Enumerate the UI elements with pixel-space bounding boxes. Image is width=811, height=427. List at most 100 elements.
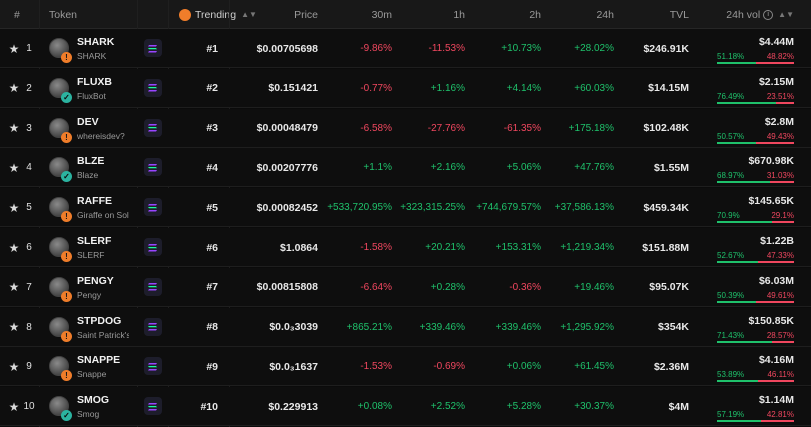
tvl: $459.34K (643, 201, 689, 214)
star-icon[interactable]: ★ (8, 359, 20, 374)
price: $0.00048479 (256, 122, 318, 135)
tvl: $1.55M (653, 161, 689, 174)
rank: 9 (26, 361, 32, 373)
header-30m[interactable]: 30m (371, 8, 392, 21)
buy-percent: 50.57% (717, 131, 745, 141)
token-symbol[interactable]: SNAPPE (77, 354, 121, 367)
change-m30: +865.21% (346, 321, 392, 333)
token-symbol[interactable]: DEV (77, 115, 99, 128)
star-icon[interactable]: ★ (8, 280, 20, 295)
solana-icon (144, 158, 162, 177)
header-tvl[interactable]: TVL (669, 8, 689, 21)
change-m30: +1.1% (363, 162, 392, 174)
solana-icon (144, 317, 162, 336)
volume-value: $150.85K (748, 314, 794, 327)
change-m30: -9.86% (360, 43, 392, 54)
sell-percent: 46.11% (767, 370, 794, 380)
warning-icon: ! (61, 211, 72, 223)
change-h24: +175.18% (568, 122, 614, 134)
rank: 8 (26, 321, 32, 333)
table-row[interactable]: ★ 10 ✓ SMOG Smog #10 $0.229913 +0.08% +2.52% +5.… (0, 387, 811, 427)
change-h2: +4.14% (506, 82, 541, 94)
table-row[interactable]: ★ 1! SHARK SHARK #1 $0.00705698 -9.86% -11.53%… (0, 29, 811, 68)
price: $0.00207776 (256, 161, 318, 174)
trending-rank: #3 (206, 122, 218, 135)
header-token[interactable]: Token (49, 8, 78, 21)
change-h24: +37,586.13% (554, 202, 614, 214)
volume-24h: $1.14M 57.19% 42.81% (714, 387, 794, 426)
change-h24: +28.02% (574, 43, 614, 54)
buy-percent: 52.67% (717, 251, 745, 260)
sell-percent: 49.43% (766, 131, 794, 141)
header-trending[interactable]: Trending ▲▼ (179, 0, 257, 29)
star-icon[interactable]: ★ (8, 320, 20, 335)
change-h1: +20.21% (425, 242, 465, 253)
header-price[interactable]: Price (294, 8, 318, 21)
table-row[interactable]: ★ 5! RAFFE Giraffe on Sol... #5 $0.00082452 +… (0, 188, 811, 228)
header-trending-label: Trending (195, 8, 237, 21)
token-name: Smog (77, 409, 100, 420)
change-m30: +533,720.95% (327, 202, 392, 214)
trending-rank: #5 (206, 201, 218, 214)
table-row[interactable]: ★ 2 ✓ FLUXB FluxBot #2 $0.151421 -0.77% +1.16% +… (0, 68, 811, 108)
warning-icon: ! (61, 251, 72, 262)
price: $0.151421 (268, 82, 318, 95)
token-name: Pengy (77, 289, 102, 300)
buy-sell-bar (717, 62, 794, 64)
buy-percent: 71.43% (717, 330, 745, 340)
token-symbol[interactable]: STPDOG (77, 314, 122, 327)
star-icon[interactable]: ★ (8, 41, 20, 56)
token-symbol[interactable]: RAFFE (77, 195, 112, 208)
token-symbol[interactable]: SLERF (77, 235, 112, 247)
sort-icon[interactable]: ▲▼ (778, 10, 794, 19)
solana-icon (144, 78, 162, 97)
change-h1: +339.46% (419, 321, 465, 333)
rank: 6 (26, 242, 32, 253)
buy-bar-fill (717, 221, 772, 224)
token-symbol[interactable]: BLZE (77, 155, 105, 168)
star-icon[interactable]: ★ (8, 240, 20, 255)
volume-24h: $670.98K 68.97% 31.03% (714, 148, 794, 187)
tvl: $14.15M (648, 82, 689, 95)
change-h24: +30.37% (574, 401, 614, 413)
star-icon[interactable]: ★ (8, 200, 20, 215)
buy-sell-bar (717, 141, 794, 144)
header-1h[interactable]: 1h (453, 8, 465, 21)
buy-percent: 76.49% (717, 91, 745, 101)
sort-icon[interactable]: ▲▼ (241, 10, 257, 19)
star-icon[interactable]: ★ (8, 399, 20, 414)
star-icon[interactable]: ★ (8, 81, 20, 96)
change-h1: +0.28% (430, 281, 465, 293)
token-symbol[interactable]: SHARK (77, 36, 115, 48)
token-symbol[interactable]: PENGY (77, 274, 114, 287)
volume-value: $1.22B (760, 235, 794, 247)
price: $0.0₃1637 (269, 360, 318, 373)
buy-bar-fill (717, 380, 759, 383)
change-m30: +0.08% (357, 401, 392, 413)
change-h2: +10.73% (501, 43, 541, 54)
table-row[interactable]: ★ 4 ✓ BLZE Blaze #4 $0.00207776 +1.1% +2.16% +5.… (0, 148, 811, 188)
info-icon[interactable]: i (763, 9, 774, 20)
buy-bar-fill (717, 300, 756, 303)
volume-24h: $2.15M 76.49% 23.51% (714, 69, 794, 108)
table-row[interactable]: ★ 3! DEV whereisdev? #3 $0.00048479 -6.58% -27… (0, 108, 811, 148)
change-h24: +1,219.34% (560, 242, 614, 253)
table-row[interactable]: ★ 6! SLERF SLERF #6 $1.0864 -1.58% +20.21% +153… (0, 228, 811, 267)
trending-rank: #10 (200, 400, 218, 413)
table-row[interactable]: ★ 8! STPDOG Saint Patrick's... #8 $0.0₃3039 +… (0, 307, 811, 347)
table-row[interactable]: ★ 9! SNAPPE Snappe #9 $0.0₃1637 -1.53% -0.69% +… (0, 347, 811, 387)
volume-value: $4.44M (758, 36, 794, 48)
header-24h-vol[interactable]: 24h vol i ▲▼ (720, 0, 794, 29)
table-row[interactable]: ★ 7! PENGY Pengy #7 $0.00815808 -6.64% +0.28% -… (0, 267, 811, 307)
volume-24h: $2.8M 50.57% 49.43% (714, 109, 794, 148)
change-h2: -61.35% (503, 122, 541, 134)
header-24h[interactable]: 24h (596, 8, 614, 21)
price: $0.00082452 (256, 201, 318, 214)
sell-percent: 31.03% (766, 171, 794, 181)
token-symbol[interactable]: FLUXB (77, 75, 112, 88)
star-icon[interactable]: ★ (8, 160, 20, 175)
header-2h[interactable]: 2h (529, 8, 541, 21)
token-symbol[interactable]: SMOG (77, 394, 110, 407)
rank: 2 (26, 82, 32, 94)
star-icon[interactable]: ★ (8, 121, 20, 136)
